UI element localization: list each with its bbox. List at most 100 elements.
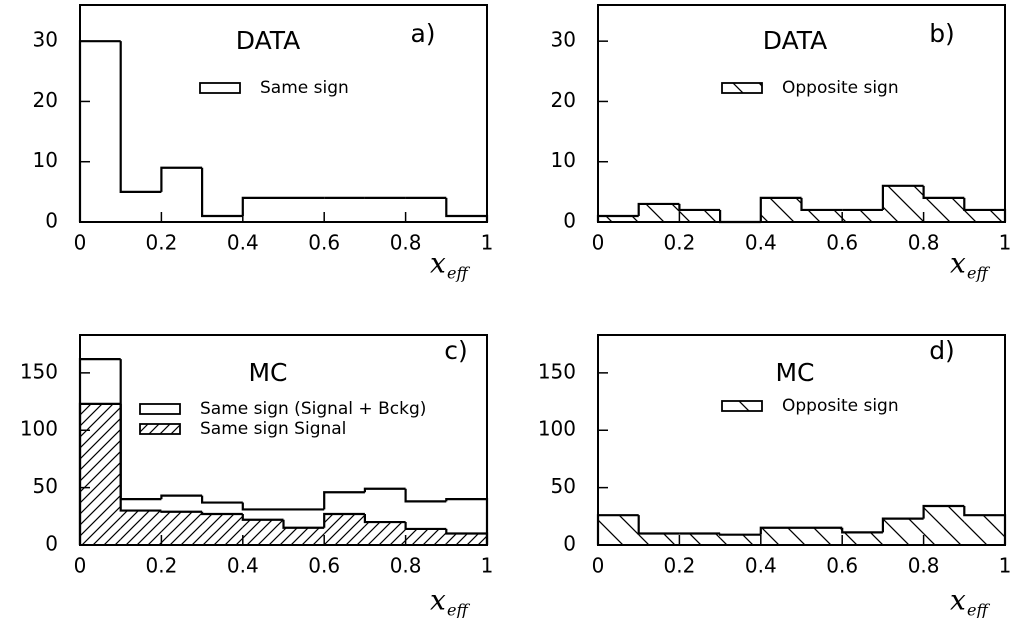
bin-fill [283,527,325,545]
x-tick-label: 0.4 [227,554,259,578]
legend-swatch [199,82,241,94]
panel-label: d) [929,336,955,365]
bin-outline [363,487,406,493]
bin-fill [638,203,680,222]
x-tick-label: 0.2 [663,231,695,255]
y-tick-label: 0 [45,209,58,233]
bin-outline [363,514,406,524]
bin-fill [842,532,883,545]
bin-fill [324,514,365,545]
x-axis-label: x [950,584,966,617]
bin-fill [598,515,639,545]
x-axis-label: x [950,247,966,280]
legend-label: Same sign Signal [200,419,346,439]
panel-title: MC [248,358,287,387]
x-tick-label: 0 [74,554,87,578]
bin-outline [922,185,965,199]
bin-fill [80,403,121,545]
legend-label: Opposite sign [782,396,899,416]
x-tick-label: 0.6 [826,554,858,578]
bin-outline [241,196,284,216]
legend-swatch [139,423,181,435]
bin-outline [160,510,203,513]
bin-fill [882,518,924,545]
bin-outline [160,494,203,500]
legend-label: Opposite sign [782,78,899,98]
bin-fill [923,197,965,222]
x-axis-label-sub: eff [447,264,470,283]
x-axis-label-sub: eff [967,601,990,618]
legend-label: Same sign (Signal + Bckg) [200,399,426,419]
bin-outline [78,40,121,222]
bin-outline [719,533,761,536]
x-tick-label: 0.4 [745,231,777,255]
bin-outline [323,512,365,528]
panel-title: DATA [763,26,827,55]
bin-fill [638,533,680,545]
x-tick-label: 1 [481,554,494,578]
bin-outline [119,403,162,512]
legend-swatch [139,403,181,415]
x-tick-label: 0.6 [308,231,340,255]
y-tick-label: 150 [20,359,58,383]
x-axis-label-sub: eff [967,264,990,283]
y-tick-label: 20 [551,88,576,112]
legend-swatch [721,82,763,94]
frame [79,4,488,223]
y-tick-label: 30 [551,28,576,52]
bin-fill [446,533,487,545]
y-tick-label: 150 [538,359,576,383]
bin-fill [923,505,965,545]
bin-fill [964,515,1005,545]
y-tick-label: 30 [33,28,58,52]
bin-fill [598,215,639,222]
bin-outline [719,209,761,224]
bin-outline [323,491,365,510]
y-tick-label: 20 [33,88,58,112]
x-tick-label: 0.8 [908,231,940,255]
x-axis-label-sub: eff [447,601,470,618]
frame [79,334,488,546]
y-tick-label: 100 [538,417,576,441]
bin-fill [202,514,243,545]
x-tick-label: 1 [999,231,1010,255]
y-tick-label: 0 [563,209,576,233]
bin-fill [964,209,1005,222]
bin-outline [637,202,680,216]
bin-outline [201,167,243,218]
bin-fill [760,527,802,545]
x-tick-label: 0 [592,231,605,255]
y-tick-label: 50 [33,474,58,498]
panel-label: c) [444,336,468,365]
bin-fill [161,511,203,545]
bin-outline [201,495,243,504]
bin-fill [405,528,447,545]
x-axis-label: x [430,247,446,280]
bin-fill [842,209,883,222]
legend-label: Same sign [260,78,349,98]
y-tick-label: 0 [563,532,576,556]
panel-title: DATA [236,26,300,55]
x-tick-label: 0.2 [145,554,177,578]
x-axis-label: x [430,584,446,617]
bin-fill [801,527,843,545]
bin-outline [881,517,924,533]
legend-swatch [721,400,763,412]
bin-fill [720,534,761,545]
bin-outline [160,166,203,192]
bin-outline [119,41,162,193]
bin-fill [364,522,406,545]
frame [597,334,1006,546]
bin-fill [760,197,802,222]
bin-fill [679,533,721,545]
y-tick-label: 10 [33,148,58,172]
x-tick-label: 0.2 [145,231,177,255]
bin-outline [241,502,284,511]
x-tick-label: 1 [999,554,1010,578]
x-tick-label: 0.4 [227,231,259,255]
bin-outline [404,488,447,503]
y-tick-label: 10 [551,148,576,172]
bin-fill [242,519,284,545]
